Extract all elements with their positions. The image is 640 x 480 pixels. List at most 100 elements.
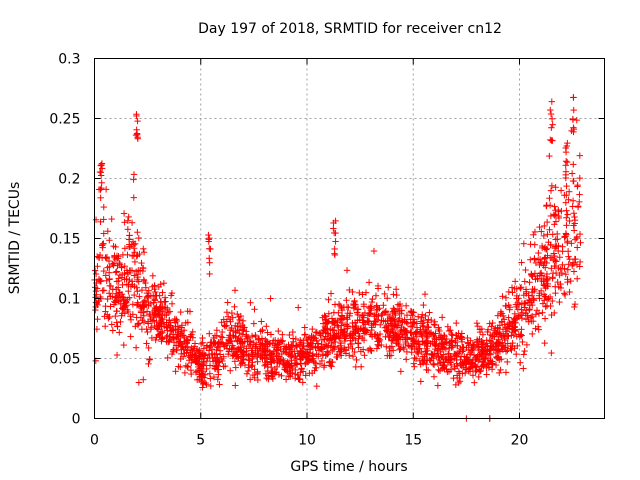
data-point [535, 310, 543, 317]
data-point [191, 340, 199, 347]
data-point [563, 222, 570, 229]
data-point [360, 330, 368, 337]
data-point [235, 313, 242, 321]
data-point [432, 330, 439, 337]
data-point [244, 335, 251, 342]
data-point [232, 329, 239, 336]
data-point [511, 345, 518, 352]
data-point [101, 313, 108, 320]
data-point [308, 340, 316, 347]
data-point [132, 344, 140, 351]
data-point [101, 323, 109, 330]
data-point [151, 282, 158, 289]
data-point [547, 136, 554, 144]
data-point [526, 279, 533, 286]
data-point [128, 267, 136, 274]
data-point [349, 319, 356, 327]
data-point [374, 282, 382, 290]
data-point [403, 348, 411, 356]
data-point [165, 338, 173, 345]
data-point [472, 363, 480, 370]
data-point [438, 314, 446, 321]
data-point [392, 321, 400, 329]
data-point [134, 135, 142, 142]
data-point [181, 334, 188, 342]
data-point [134, 117, 141, 125]
data-point [267, 331, 275, 338]
data-point [420, 301, 427, 309]
data-point [261, 362, 268, 369]
data-point [350, 302, 357, 309]
data-point [150, 314, 157, 321]
data-point [471, 379, 478, 386]
data-point [152, 336, 159, 344]
data-point [406, 343, 414, 350]
data-point [275, 327, 282, 335]
data-point [121, 276, 128, 283]
data-point [112, 269, 120, 276]
data-point [338, 313, 346, 320]
data-point [466, 349, 474, 357]
data-point [187, 366, 195, 374]
data-point [515, 295, 522, 302]
data-point [477, 367, 485, 374]
data-point [549, 274, 556, 281]
data-point [102, 186, 110, 193]
data-point [424, 333, 431, 340]
data-point [562, 199, 570, 206]
data-point [266, 354, 274, 361]
data-point [158, 337, 165, 345]
data-point [324, 349, 332, 356]
data-point [135, 320, 143, 327]
data-point [448, 356, 456, 363]
data-point [302, 360, 309, 368]
data-point [522, 310, 529, 317]
data-point [540, 291, 548, 298]
data-point [501, 344, 508, 351]
data-point [560, 290, 568, 297]
data-point [143, 308, 151, 315]
data-point [570, 210, 578, 217]
data-point [390, 291, 397, 298]
data-point [359, 346, 367, 353]
data-point [571, 213, 578, 221]
data-point [430, 354, 437, 362]
data-point [322, 313, 329, 320]
data-point [541, 255, 548, 263]
data-point [563, 207, 570, 214]
data-point [520, 240, 528, 247]
data-point [173, 316, 180, 323]
data-point [375, 342, 382, 350]
data-point [200, 345, 208, 352]
data-point [189, 347, 196, 354]
data-point [458, 338, 466, 346]
data-point [293, 361, 301, 368]
data-point [386, 344, 394, 352]
data-point [232, 382, 239, 389]
data-point [254, 376, 262, 384]
data-point [124, 251, 131, 258]
data-point [504, 358, 511, 366]
data-point [138, 286, 146, 294]
data-point [118, 312, 125, 319]
data-point [505, 288, 513, 296]
data-point [341, 334, 348, 341]
data-point [110, 262, 117, 269]
data-point [129, 281, 136, 288]
data-point [508, 332, 515, 339]
data-point [577, 239, 584, 246]
data-point [188, 353, 195, 361]
data-point [552, 258, 560, 265]
data-point [564, 276, 571, 283]
data-point [295, 304, 302, 311]
data-point [232, 348, 240, 355]
data-point [396, 333, 403, 340]
data-point [130, 176, 137, 183]
data-point [262, 361, 269, 368]
data-point [162, 298, 169, 305]
data-point [247, 341, 254, 348]
data-point [349, 353, 357, 360]
data-point [561, 291, 569, 298]
data-point [389, 329, 397, 336]
data-point [283, 360, 291, 367]
